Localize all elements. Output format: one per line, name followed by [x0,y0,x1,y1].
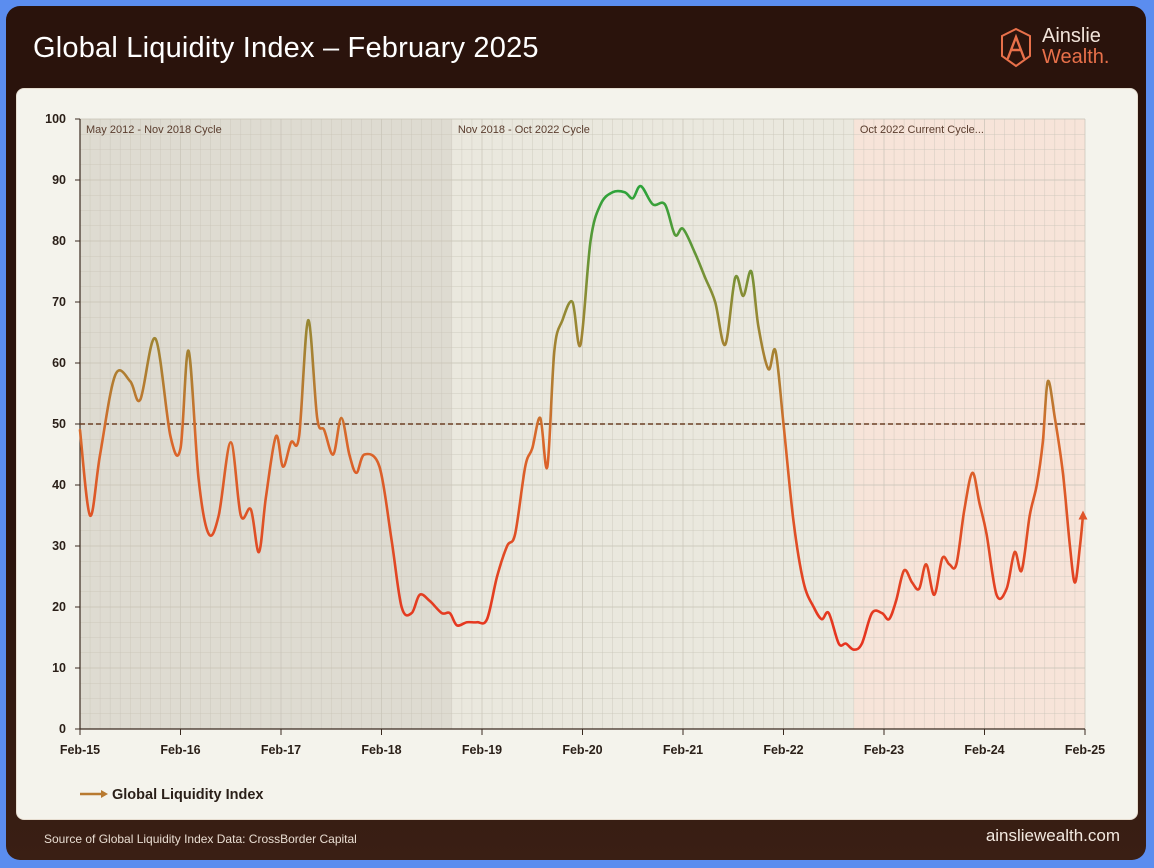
y-tick-label: 0 [59,722,66,736]
brand-name: Ainslie Wealth. [1042,26,1109,68]
x-tick-label: Feb-19 [462,743,502,757]
series-end-arrow [1078,510,1088,520]
series-line-global-liquidity-index [78,184,1085,651]
x-tick-label: Feb-23 [864,743,904,757]
x-tick-label: Feb-20 [562,743,602,757]
y-tick-label: 40 [52,478,66,492]
x-tick-label: Feb-15 [60,743,100,757]
x-tick-label: Feb-24 [964,743,1004,757]
x-tick-label: Feb-18 [361,743,401,757]
y-tick-label: 50 [52,417,66,431]
chart-card: Global Liquidity Index – February 2025 A… [6,6,1146,860]
ainslie-a-icon [1001,27,1031,68]
y-tick-label: 30 [52,539,66,553]
x-tick-label: Feb-22 [763,743,803,757]
y-tick-label: 90 [52,173,66,187]
y-tick-label: 80 [52,234,66,248]
y-tick-label: 70 [52,295,66,309]
y-tick-label: 10 [52,661,66,675]
website-link[interactable]: ainsliewealth.com [985,826,1120,845]
source-note: Source of Global Liquidity Index Data: C… [44,832,357,846]
chart-panel: May 2012 - Nov 2018 Cycle Nov 2018 - Oct … [16,88,1138,820]
x-tick-label: Feb-25 [1065,743,1105,757]
x-tick-label: Feb-21 [663,743,703,757]
cycle-label: Nov 2018 - Oct 2022 Cycle [458,124,590,136]
page-title: Global Liquidity Index – February 2025 [33,32,539,64]
y-tick-label: 20 [52,600,66,614]
y-tick-label: 60 [52,356,66,370]
brand-name-line1: Ainslie [1042,25,1101,47]
cycle-label: Oct 2022 Current Cycle... [860,124,984,136]
cycle-label: May 2012 - Nov 2018 Cycle [86,124,222,136]
y-tick-label: 100 [45,112,66,126]
brand-name-line2: Wealth. [1042,46,1110,68]
chart-svg: May 2012 - Nov 2018 Cycle Nov 2018 - Oct … [45,112,1105,803]
x-tick-label: Feb-16 [160,743,200,757]
x-tick-label: Feb-17 [261,743,301,757]
legend-label: Global Liquidity Index [112,787,263,803]
brand-logo[interactable]: Ainslie Wealth. [994,24,1124,74]
legend-swatch-arrow [101,790,108,798]
